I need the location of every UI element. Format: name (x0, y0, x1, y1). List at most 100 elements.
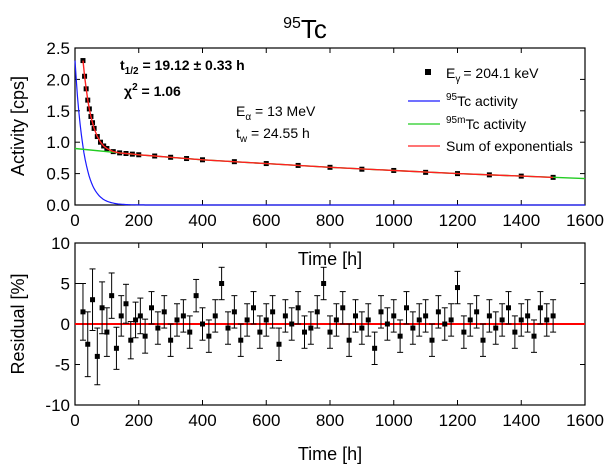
legend-item-tc95: 95Tc activity (408, 92, 518, 109)
data-point (80, 58, 86, 64)
residual-point (486, 313, 492, 319)
svg-text:Sum of exponentials: Sum of exponentials (446, 138, 573, 154)
residual-point (123, 301, 129, 307)
residual-point (109, 293, 115, 299)
half-life-annotation: t1/2 = 19.12 ± 0.33 h (120, 57, 245, 77)
residual-point (104, 329, 110, 335)
residual-point (128, 337, 134, 343)
residual-x-tick-label: 0 (70, 411, 79, 430)
residual-point (94, 353, 100, 359)
activity-x-tick-label: 400 (188, 211, 216, 230)
residual-point (423, 313, 429, 319)
activity-series (74, 58, 586, 206)
residual-point (193, 293, 199, 299)
residual-point (435, 309, 441, 315)
residual-x-tick-label: 1200 (439, 411, 477, 430)
residual-x-tick-label: 800 (316, 411, 344, 430)
residual-point (90, 297, 96, 303)
series-line (82, 60, 554, 179)
residual-point (231, 309, 237, 315)
residual-point (99, 305, 105, 311)
residual-point (384, 321, 390, 327)
residual-point (518, 317, 524, 323)
residual-point (455, 285, 460, 291)
residual-point (442, 321, 448, 327)
activity-x-tick-label: 800 (316, 211, 344, 230)
residual-point (550, 313, 556, 319)
residual-x-tick-label: 1400 (502, 411, 540, 430)
residual-point (327, 329, 333, 335)
series-exp-curve (74, 60, 585, 206)
activity-x-tick-label: 200 (125, 211, 153, 230)
residual-point (85, 341, 91, 347)
residual-point (410, 325, 416, 331)
residual-point (302, 329, 307, 335)
activity-x-tick-label: 0 (70, 211, 79, 230)
residual-point (212, 313, 218, 319)
residual-point (244, 317, 250, 323)
residual-point (257, 329, 263, 335)
residual-point (544, 317, 550, 323)
residual-point (429, 337, 435, 343)
activity-y-tick-label: 2.5 (46, 39, 70, 58)
activity-y-axis-label: Activity [cps] (8, 76, 28, 176)
activity-x-tick-label: 1200 (439, 211, 477, 230)
residual-point (251, 305, 256, 311)
residual-point (308, 325, 314, 331)
residual-point (295, 305, 301, 311)
title-superscript: 95 (283, 15, 301, 32)
residual-point (187, 329, 193, 335)
svg-text:95Tc activity: 95Tc activity (446, 92, 518, 109)
residual-point (321, 281, 327, 286)
residual-point (480, 337, 486, 343)
residual-point (467, 317, 473, 323)
residual-y-tick-label: 0 (61, 315, 70, 334)
residual-point (461, 329, 467, 335)
residual-point (282, 313, 288, 319)
residual-point (397, 333, 403, 339)
residual-point (168, 337, 174, 343)
residual-point (174, 317, 180, 323)
residual-point (270, 309, 276, 315)
residual-x-tick-label: 200 (125, 411, 153, 430)
residual-point (506, 305, 511, 311)
residual-point (225, 325, 231, 331)
residual-point (219, 281, 225, 286)
residual-y-tick-label: 5 (61, 275, 70, 294)
residual-point (537, 305, 543, 311)
activity-x-tick-label: 1400 (502, 211, 540, 230)
activity-y-tick-label: 1.0 (46, 133, 70, 152)
residual-point (474, 309, 480, 315)
residual-y-tick-label: -10 (45, 396, 70, 415)
residual-point (333, 317, 339, 323)
residual-point (149, 305, 154, 311)
residual-y-axis-label: Residual [%] (8, 273, 28, 374)
activity-x-tick-label: 1600 (566, 211, 604, 230)
svg-text:95mTc activity: 95mTc activity (446, 115, 526, 132)
residual-point (448, 317, 454, 323)
residual-point (493, 325, 499, 331)
legend-square-marker (425, 69, 431, 75)
svg-text:Eγ= 204.1 keV: Eγ = 204.1 keV (446, 65, 539, 85)
residual-point (378, 309, 384, 315)
residual-x-axis-label: Time [h] (298, 444, 362, 464)
figure-title: 95Tc (283, 14, 327, 44)
residual-point (206, 333, 212, 339)
residual-x-tick-label: 400 (188, 411, 216, 430)
residual-point (155, 325, 161, 331)
activity-x-axis-label: Time [h] (298, 249, 362, 269)
residual-point (118, 313, 124, 319)
residual-point (238, 337, 244, 343)
residual-point (161, 309, 167, 315)
residual-point (391, 313, 397, 319)
residual-point (263, 317, 269, 323)
residual-point (525, 313, 531, 319)
residual-point (180, 313, 186, 319)
activity-y-tick-label: 0.5 (46, 165, 70, 184)
residual-point (346, 337, 352, 343)
activity-y-tick-label: 2.0 (46, 70, 70, 89)
activity-y-tick-label: 1.5 (46, 102, 70, 121)
residual-point (142, 333, 148, 339)
residual-point (404, 305, 409, 311)
